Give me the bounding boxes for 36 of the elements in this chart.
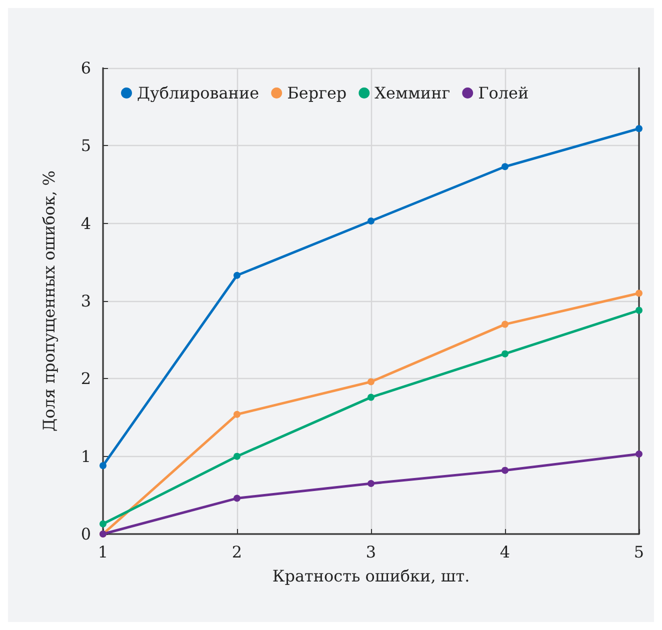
x-tick-label: 5 (634, 542, 644, 562)
point (636, 306, 642, 314)
y-axis-title: Доля пропущенных ошибок, % (40, 170, 58, 432)
y-tick-label: 2 (80, 369, 91, 388)
point (502, 350, 508, 358)
point (636, 125, 642, 132)
point (368, 218, 374, 224)
y-tick-label: 4 (80, 214, 91, 233)
y-tick-label: 0 (80, 524, 91, 544)
point (368, 378, 374, 386)
x-tick-label: 4 (500, 542, 510, 562)
legend-label: Хемминг (374, 84, 450, 102)
point (234, 410, 240, 418)
point (100, 520, 106, 528)
legend-label: Голей (478, 84, 529, 102)
y-tick-label: 5 (80, 136, 91, 156)
legend-label: Дублирование (137, 84, 260, 102)
legend-label: Бергер (287, 84, 347, 102)
y-tick-label: 3 (80, 292, 91, 310)
x-tick-label: 3 (366, 542, 376, 562)
point (234, 272, 240, 279)
point (234, 452, 240, 460)
x-tick-label: 2 (232, 542, 242, 562)
y-tick-label: 6 (80, 58, 91, 78)
point (100, 462, 106, 470)
point (502, 163, 508, 170)
point (636, 290, 642, 297)
point (636, 450, 642, 458)
point (368, 480, 374, 488)
x-axis-title: Кратность ошибки, шт. (272, 566, 470, 586)
point (234, 494, 240, 502)
y-tick-label: 1 (80, 446, 91, 466)
point (502, 320, 508, 328)
point (502, 466, 508, 474)
point (368, 394, 374, 401)
x-tick-label: 1 (98, 542, 108, 562)
